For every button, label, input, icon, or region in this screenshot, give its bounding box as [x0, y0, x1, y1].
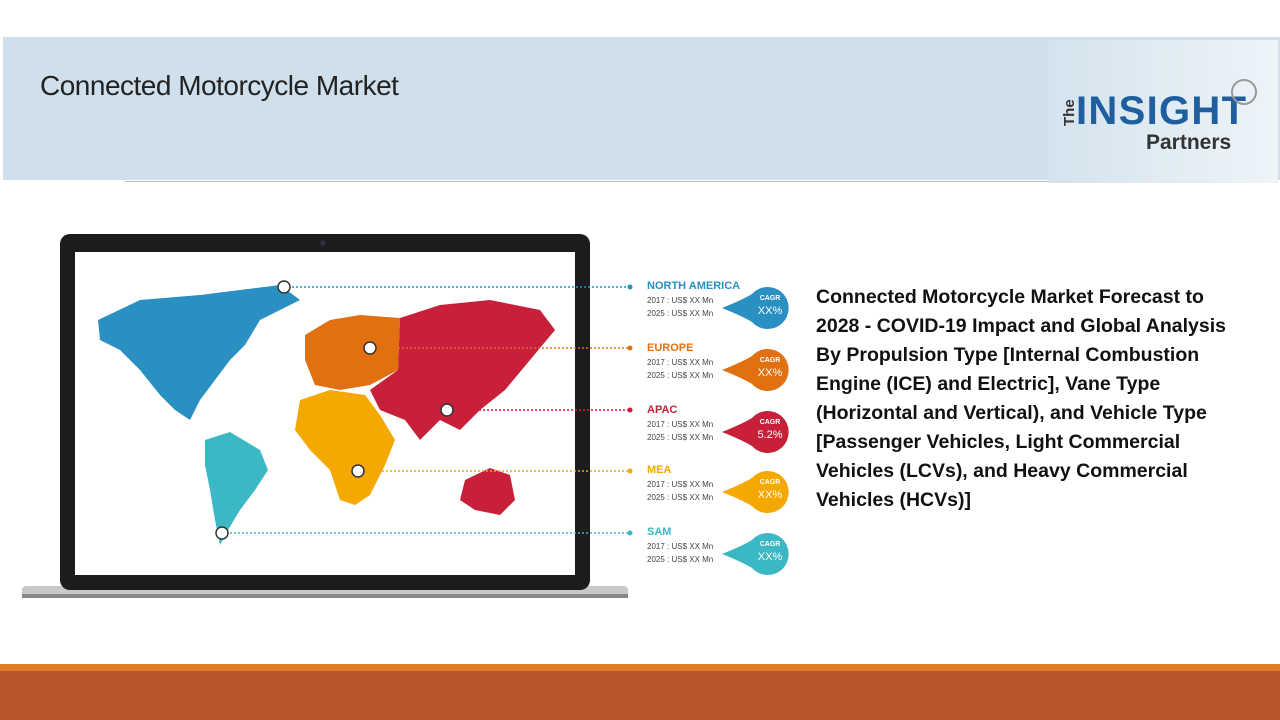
region-line: 2025 : US$ XX Mn	[647, 433, 713, 442]
cagr-value: XX%	[758, 367, 783, 379]
region-line: 2017 : US$ XX Mn	[647, 358, 713, 367]
region-name: SAM	[647, 526, 671, 538]
leader-end	[627, 345, 633, 351]
region-line: 2025 : US$ XX Mn	[647, 555, 713, 564]
region-line: 2017 : US$ XX Mn	[647, 420, 713, 429]
map-pin	[363, 341, 377, 355]
leader-end	[627, 468, 633, 474]
region-name: EUROPE	[647, 342, 693, 354]
region-name: APAC	[647, 404, 677, 416]
footer-stripe	[0, 664, 1280, 671]
region-line: 2017 : US$ XX Mn	[647, 542, 713, 551]
map-pin	[215, 526, 229, 540]
description: Connected Motorcycle Market Forecast to …	[816, 286, 1226, 511]
europe	[305, 315, 400, 390]
cagr-label: CAGR	[760, 357, 781, 364]
logo-the: The	[1061, 99, 1078, 126]
logo: The INSIGHT Partners	[1048, 40, 1278, 183]
asia	[370, 300, 555, 440]
divider	[125, 181, 1048, 182]
region-line: 2025 : US$ XX Mn	[647, 309, 713, 318]
cagr-label: CAGR	[760, 295, 781, 302]
south-america	[205, 432, 268, 545]
title: Connected Motorcycle Market	[40, 70, 399, 101]
map-pin	[277, 280, 291, 294]
region-line: 2025 : US$ XX Mn	[647, 493, 713, 502]
north-america	[98, 285, 300, 420]
leader-end	[627, 284, 633, 290]
leader-end	[627, 530, 633, 536]
cagr-label: CAGR	[760, 419, 781, 426]
cagr-value: XX%	[758, 489, 783, 501]
cagr-label: CAGR	[760, 541, 781, 548]
camera	[320, 240, 326, 246]
cagr-badge	[722, 287, 789, 329]
region-line: 2025 : US$ XX Mn	[647, 371, 713, 380]
logo-insight: INSIGHT	[1076, 89, 1246, 133]
map-pin	[440, 403, 454, 417]
map-pin	[351, 464, 365, 478]
cagr-badge	[722, 349, 789, 392]
logo-ring	[1231, 79, 1257, 105]
footer-band	[0, 671, 1280, 720]
laptop-base-edge	[22, 594, 628, 598]
cagr-label: CAGR	[760, 479, 781, 486]
cagr-value: 5.2%	[757, 429, 782, 441]
region-line: 2017 : US$ XX Mn	[647, 480, 713, 489]
cagr-badge	[722, 471, 789, 514]
region-line: 2017 : US$ XX Mn	[647, 296, 713, 305]
africa	[295, 390, 395, 505]
logo-art: The INSIGHT Partners	[1061, 79, 1257, 154]
cagr-value: XX%	[758, 305, 783, 317]
region-name: MEA	[647, 464, 672, 476]
australia	[460, 468, 515, 515]
logo-partners: Partners	[1146, 131, 1231, 154]
region-name: NORTH AMERICA	[647, 280, 740, 292]
leader-end	[627, 407, 633, 413]
cagr-value: XX%	[758, 551, 783, 563]
cagr-badge	[722, 411, 789, 454]
cagr-badge	[722, 533, 789, 576]
